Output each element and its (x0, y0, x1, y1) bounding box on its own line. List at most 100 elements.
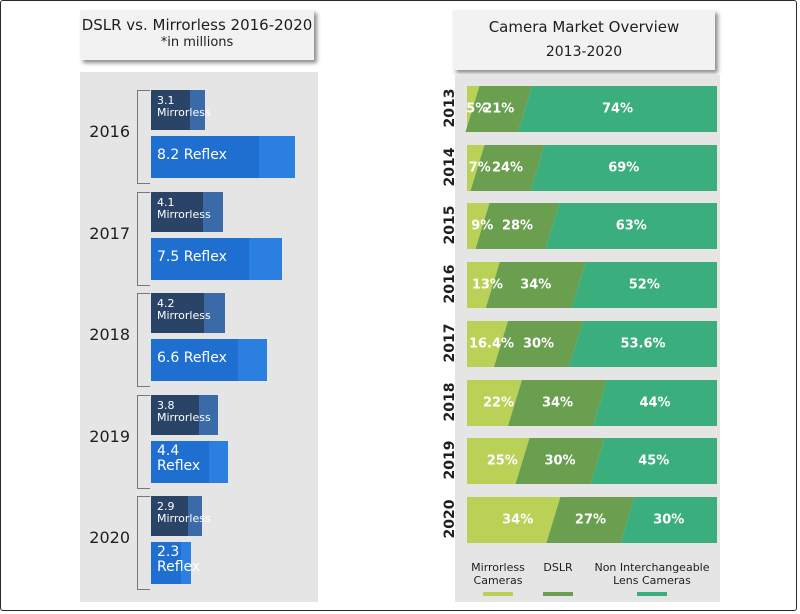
mirrorless-pct-label: 34% (502, 512, 534, 528)
reflex-bar (151, 136, 259, 178)
year-bracket (137, 496, 150, 590)
mirrorless-label: 3.1 Mirrorless (157, 94, 211, 120)
mirrorless-pct-label: 9% (471, 218, 494, 234)
market-row (467, 144, 717, 191)
reflex-bar (151, 542, 182, 584)
market-row (467, 379, 717, 426)
year-label: 2020 (89, 528, 130, 547)
dslr-segment (475, 203, 560, 250)
dslr-pct-label: 30% (522, 336, 555, 352)
non-interchangeable-pct-label: 63% (615, 218, 647, 234)
market-row (465, 86, 717, 132)
mirrorless-bar (151, 293, 204, 333)
market-row (467, 320, 717, 367)
mirrorless-bar (151, 496, 188, 536)
market-row (467, 203, 717, 250)
mirrorless-segment (467, 438, 530, 485)
year-label: 2019 (442, 440, 458, 480)
year-label: 2020 (442, 499, 458, 539)
non-interchangeable-pct-label: 45% (638, 453, 670, 469)
non-interchangeable-segment (590, 438, 717, 485)
mirrorless-pct-label: 16.4% (468, 336, 515, 352)
mirrorless-pct-label: 5% (466, 101, 489, 117)
mirrorless-segment (467, 379, 522, 426)
year-label: 2016 (442, 264, 458, 304)
year-label: 2019 (89, 426, 130, 446)
mirrorless-bar (151, 90, 191, 130)
market-row (467, 262, 717, 309)
mirrorless-pct-label: 25% (486, 453, 518, 469)
dslr-pct-label: 34% (541, 395, 574, 410)
mirrorless-label: 3.8 Mirrorless (157, 398, 211, 424)
year-label: 2014 (442, 147, 458, 187)
dslr-segment (485, 262, 586, 309)
non-interchangeable-pct-label: 69% (608, 160, 640, 176)
left-chart-title: DSLR vs. Mirrorless 2016-2020 (81, 16, 313, 34)
year-bracket (137, 394, 150, 489)
dslr-segment (494, 320, 583, 367)
non-interchangeable-segment (569, 320, 717, 367)
non-interchangeable-segment (620, 496, 717, 543)
year-label: 2018 (89, 325, 130, 344)
mirrorless-label: 2.9 Mirrorless (157, 500, 211, 526)
mirrorless-pct-label: 22% (482, 395, 515, 410)
non-interchangeable-segment (593, 379, 717, 426)
legend-dslr-swatch (543, 592, 573, 596)
year-bracket (137, 90, 150, 184)
year-label: 2015 (442, 205, 458, 245)
dslr-pct-label: 34% (520, 277, 552, 293)
year-label: 2017 (442, 323, 458, 363)
legend-dslr-label: DSLR (543, 561, 573, 574)
non-interchangeable-pct-label: 53.6% (620, 336, 666, 352)
non-interchangeable-segment (518, 86, 717, 132)
mirrorless-segment (467, 262, 500, 309)
legend-non-interchangeable-swatch (637, 592, 667, 596)
dslr-segment (515, 438, 605, 485)
dslr-segment (465, 86, 532, 132)
reflex-label: 2.3 Reflex (157, 544, 201, 576)
right-chart-title: Camera Market Overview (488, 18, 680, 36)
reflex-label: 6.6 Reflex (157, 350, 227, 366)
reflex-label: 4.4 Reflex (157, 442, 201, 474)
dslr-pct-label: 21% (483, 101, 515, 117)
dslr-segment (546, 496, 635, 543)
non-interchangeable-pct-label: 74% (601, 101, 634, 117)
mirrorless-pct-label: 7% (468, 160, 491, 176)
dslr-segment (508, 379, 607, 426)
dslr-pct-label: 30% (544, 453, 576, 469)
market-row (467, 496, 717, 543)
mirrorless-segment (467, 320, 508, 367)
year-label: 2018 (442, 382, 458, 421)
market-row (467, 438, 717, 485)
mirrorless-segment (467, 144, 485, 191)
reflex-label: 8.2 Reflex (157, 147, 227, 163)
dslr-pct-label: 27% (574, 512, 607, 528)
year-bracket (137, 293, 150, 387)
dslr-segment (470, 144, 545, 191)
left-chart-subtitle: *in millions (160, 35, 234, 50)
reflex-label: 7.5 Reflex (157, 248, 227, 265)
mirrorless-label: 4.2 Mirrorless (157, 297, 211, 323)
non-interchangeable-pct-label: 30% (653, 512, 685, 528)
mirrorless-segment (467, 203, 490, 250)
mirrorless-bar (151, 394, 199, 435)
mirrorless-label: 4.1 Mirrorless (157, 195, 211, 221)
left-chart-title-box: DSLR vs. Mirrorless 2016-2020 *in millio… (80, 10, 314, 60)
mirrorless-bar (151, 191, 203, 232)
reflex-bar (151, 237, 250, 280)
legend-non-interchangeable-label: Non Interchangeable Lens Cameras (594, 561, 710, 587)
right-chart-subtitle: 2013-2020 (545, 44, 623, 60)
year-label: 2013 (442, 88, 458, 128)
year-bracket (137, 191, 150, 286)
non-interchangeable-pct-label: 44% (639, 395, 671, 410)
non-interchangeable-pct-label: 52% (628, 277, 660, 293)
dslr-pct-label: 28% (501, 218, 534, 234)
legend-mirrorless-label: Mirrorless Cameras (471, 561, 525, 587)
reflex-bar (151, 339, 238, 381)
reflex-bar (151, 440, 209, 483)
right-chart-title-box: Camera Market Overview 2013-2020 (453, 10, 715, 70)
mirrorless-pct-label: 13% (471, 277, 503, 293)
non-interchangeable-segment (545, 203, 717, 250)
dslr-pct-label: 24% (491, 160, 524, 176)
